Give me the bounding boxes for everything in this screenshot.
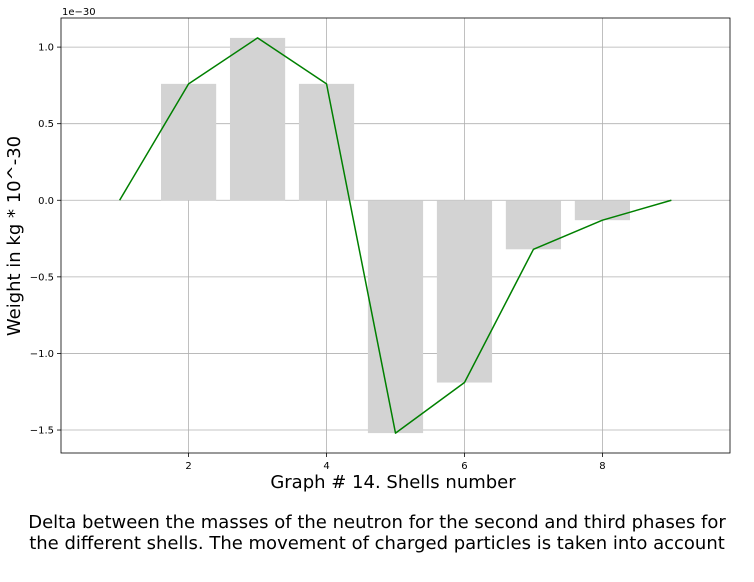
- x-tick-label: 6: [461, 461, 467, 472]
- bar-3: [229, 37, 286, 201]
- y-tick-label: 0.0: [38, 196, 54, 207]
- figure-caption: Delta between the masses of the neutron …: [0, 512, 754, 554]
- caption-line-1: Delta between the masses of the neutron …: [28, 512, 726, 533]
- axes: [60, 17, 731, 454]
- line-series: [118, 37, 672, 434]
- x-tick-label: 8: [599, 461, 605, 472]
- plot-frame: [60, 17, 731, 454]
- y-tick-label: −1.5: [30, 426, 54, 437]
- caption-line-2: the different shells. The movement of ch…: [29, 533, 725, 554]
- x-tick-label: 4: [323, 461, 329, 472]
- y-axis-label: Weight in kg * 10^-30: [4, 136, 25, 336]
- bar-6: [436, 200, 493, 383]
- bar-4: [298, 83, 355, 201]
- y-offset-label: 1e−30: [62, 7, 96, 18]
- y-tick-label: 1.0: [38, 43, 54, 54]
- y-tick-label: −0.5: [30, 272, 54, 283]
- y-tick-label: −1.0: [30, 349, 54, 360]
- y-tick-label: 0.5: [38, 119, 54, 130]
- tick-labels: 2 4 6 8 1.0 0.5 0.0 −0.5 −1.0 −1.5: [30, 43, 606, 472]
- x-axis-label: Graph # 14. Shells number: [270, 472, 516, 493]
- line-path: [118, 37, 672, 434]
- bar-2: [161, 83, 217, 201]
- x-tick-label: 2: [185, 461, 191, 472]
- bar-8: [574, 200, 630, 221]
- bar-series: [161, 37, 630, 434]
- bar-5: [367, 200, 424, 434]
